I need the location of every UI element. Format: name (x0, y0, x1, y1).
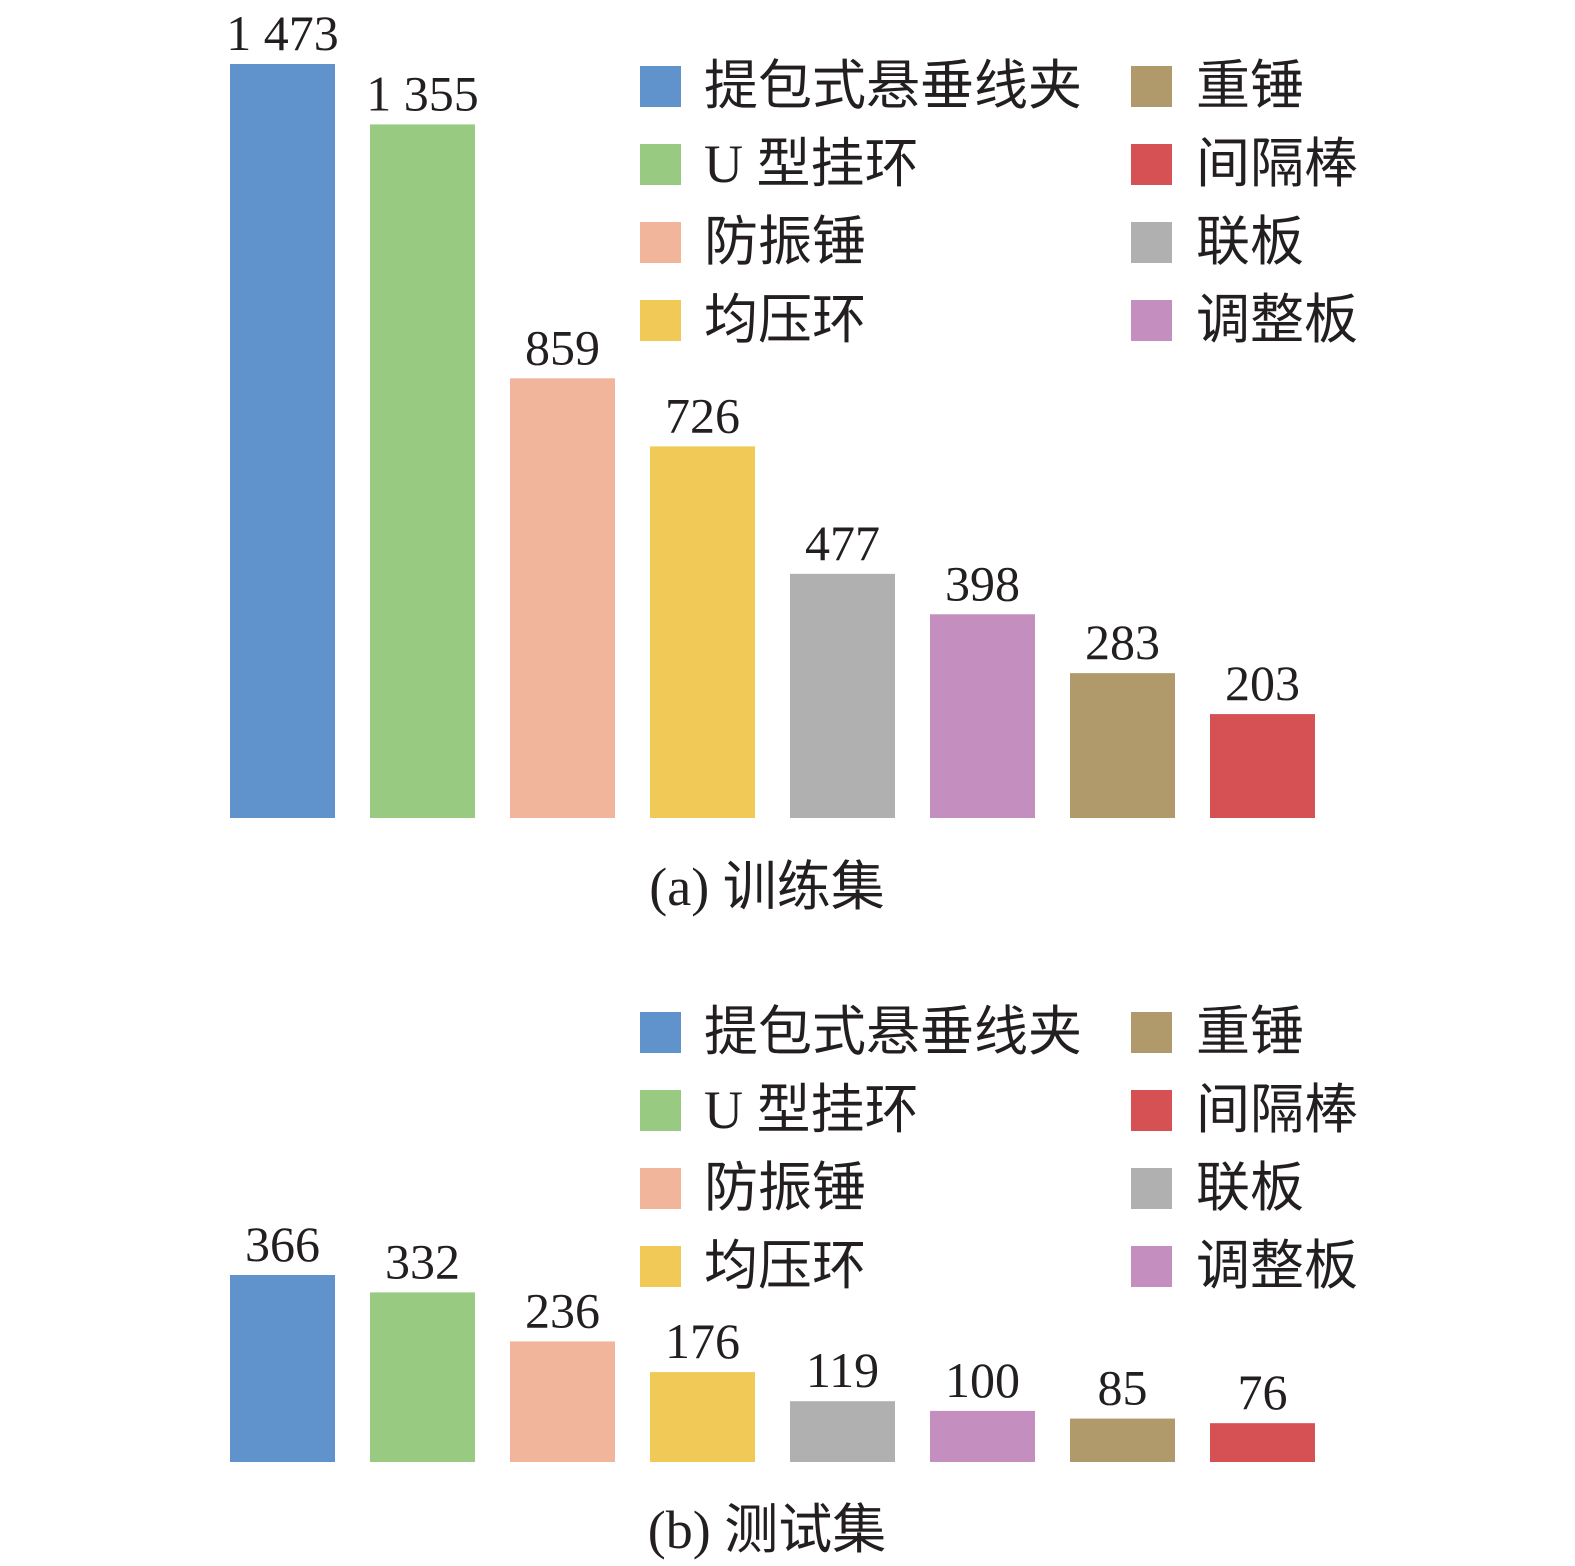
data-label-training-6: 398 (945, 555, 1020, 611)
bar-training-6 (930, 614, 1035, 818)
data-label-test-4: 176 (665, 1313, 740, 1369)
legend-swatch-test-6 (1131, 1168, 1172, 1209)
legend-swatch-training-7 (640, 300, 681, 341)
chart-panel-test: 366 332 236 176 119 100 85 76 提包式悬垂线夹 重锤 U 型挂环 间隔棒防… (230, 1002, 1358, 1560)
chart-caption-test: (b) 测试集 (648, 1500, 886, 1560)
legend-swatch-training-4 (1131, 144, 1172, 185)
legend-swatch-training-6 (1131, 222, 1172, 263)
data-label-training-8: 203 (1225, 655, 1300, 711)
legend-label-test-1: 提包式悬垂线夹 (704, 1002, 1082, 1062)
data-label-test-6: 100 (945, 1352, 1020, 1408)
legend-label-training-8: 调整板 (1196, 290, 1358, 350)
legend-label-test-5: 防振锤 (704, 1158, 866, 1218)
legend-swatch-training-8 (1131, 300, 1172, 341)
legend-swatch-training-2 (1131, 66, 1172, 107)
data-label-training-5: 477 (805, 515, 880, 571)
bar-test-6 (930, 1410, 1035, 1462)
legend-label-training-3: U 型挂环 (704, 134, 919, 194)
legend-swatch-test-4 (1131, 1090, 1172, 1131)
data-label-test-1: 366 (245, 1216, 320, 1272)
legend-label-training-4: 间隔棒 (1196, 134, 1358, 194)
data-label-test-3: 236 (525, 1282, 600, 1338)
legend-swatch-test-2 (1131, 1012, 1172, 1053)
data-label-training-7: 283 (1085, 614, 1160, 670)
bar-test-1 (230, 1275, 335, 1462)
data-label-training-1: 1 473 (226, 5, 339, 61)
legend-swatch-test-1 (640, 1012, 681, 1053)
bar-training-4 (650, 446, 755, 818)
legend-swatch-test-3 (640, 1090, 681, 1131)
legend-swatch-test-7 (640, 1246, 681, 1287)
legend-label-training-1: 提包式悬垂线夹 (704, 56, 1082, 116)
data-label-test-5: 119 (806, 1342, 879, 1398)
chart-panel-training: 1 473 1 355 859 726 477 398 283 203 提包式悬垂线夹 重锤 U 型… (226, 5, 1358, 917)
bar-training-5 (790, 573, 895, 818)
data-label-test-8: 76 (1238, 1364, 1288, 1420)
legend-swatch-training-1 (640, 66, 681, 107)
legend-swatch-test-5 (640, 1168, 681, 1209)
legend-label-test-3: U 型挂环 (704, 1080, 919, 1140)
legend-swatch-training-3 (640, 144, 681, 185)
legend-label-test-4: 间隔棒 (1196, 1080, 1358, 1140)
legend-swatch-training-5 (640, 222, 681, 263)
legend-label-training-7: 均压环 (704, 290, 866, 350)
bar-training-3 (510, 378, 615, 818)
bar-test-5 (790, 1401, 895, 1462)
data-label-training-2: 1 355 (366, 65, 479, 121)
bar-training-7 (1070, 673, 1175, 818)
legend-label-training-6: 联板 (1196, 212, 1304, 272)
bar-training-1 (230, 64, 335, 818)
data-label-training-4: 726 (665, 387, 740, 443)
chart-caption-training: (a) 训练集 (649, 857, 884, 917)
data-label-training-3: 859 (525, 319, 600, 375)
legend-label-test-8: 调整板 (1196, 1236, 1358, 1296)
data-label-test-7: 85 (1098, 1360, 1148, 1416)
legend-label-training-2: 重锤 (1196, 56, 1304, 116)
bar-training-2 (370, 124, 475, 818)
bar-test-8 (1210, 1423, 1315, 1462)
bar-test-3 (510, 1341, 615, 1462)
legend-swatch-test-8 (1131, 1246, 1172, 1287)
bar-test-4 (650, 1372, 755, 1462)
legend-label-test-7: 均压环 (704, 1236, 866, 1296)
legend-label-test-6: 联板 (1196, 1158, 1304, 1218)
bar-test-7 (1070, 1418, 1175, 1462)
bar-training-8 (1210, 714, 1315, 818)
bar-test-2 (370, 1292, 475, 1462)
data-label-test-2: 332 (385, 1233, 460, 1289)
legend-label-training-5: 防振锤 (704, 212, 866, 272)
legend-label-test-2: 重锤 (1196, 1002, 1304, 1062)
